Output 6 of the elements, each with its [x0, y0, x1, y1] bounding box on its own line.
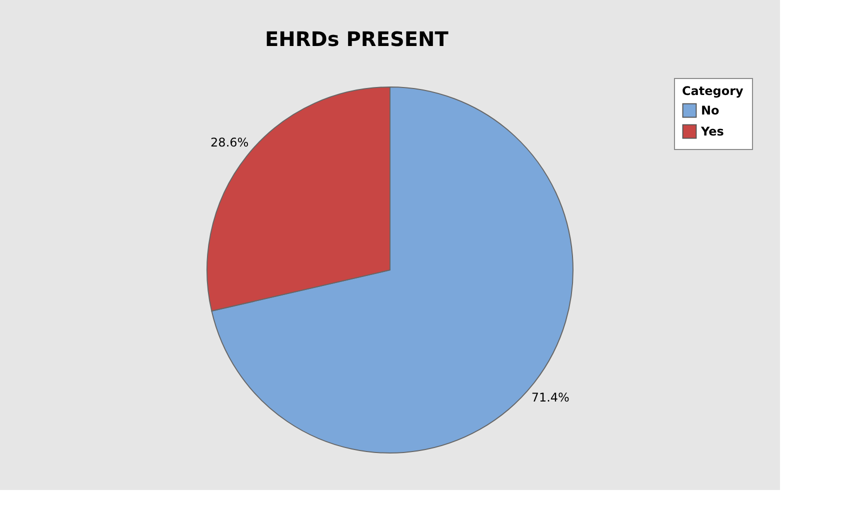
legend-title: Category — [682, 84, 744, 98]
chart-title: EHRDs PRESENT — [265, 27, 449, 51]
legend-label: Yes — [700, 124, 724, 138]
data-label: 28.6% — [210, 135, 249, 150]
legend-label: No — [701, 104, 720, 118]
data-label: 71.4% — [531, 390, 570, 405]
